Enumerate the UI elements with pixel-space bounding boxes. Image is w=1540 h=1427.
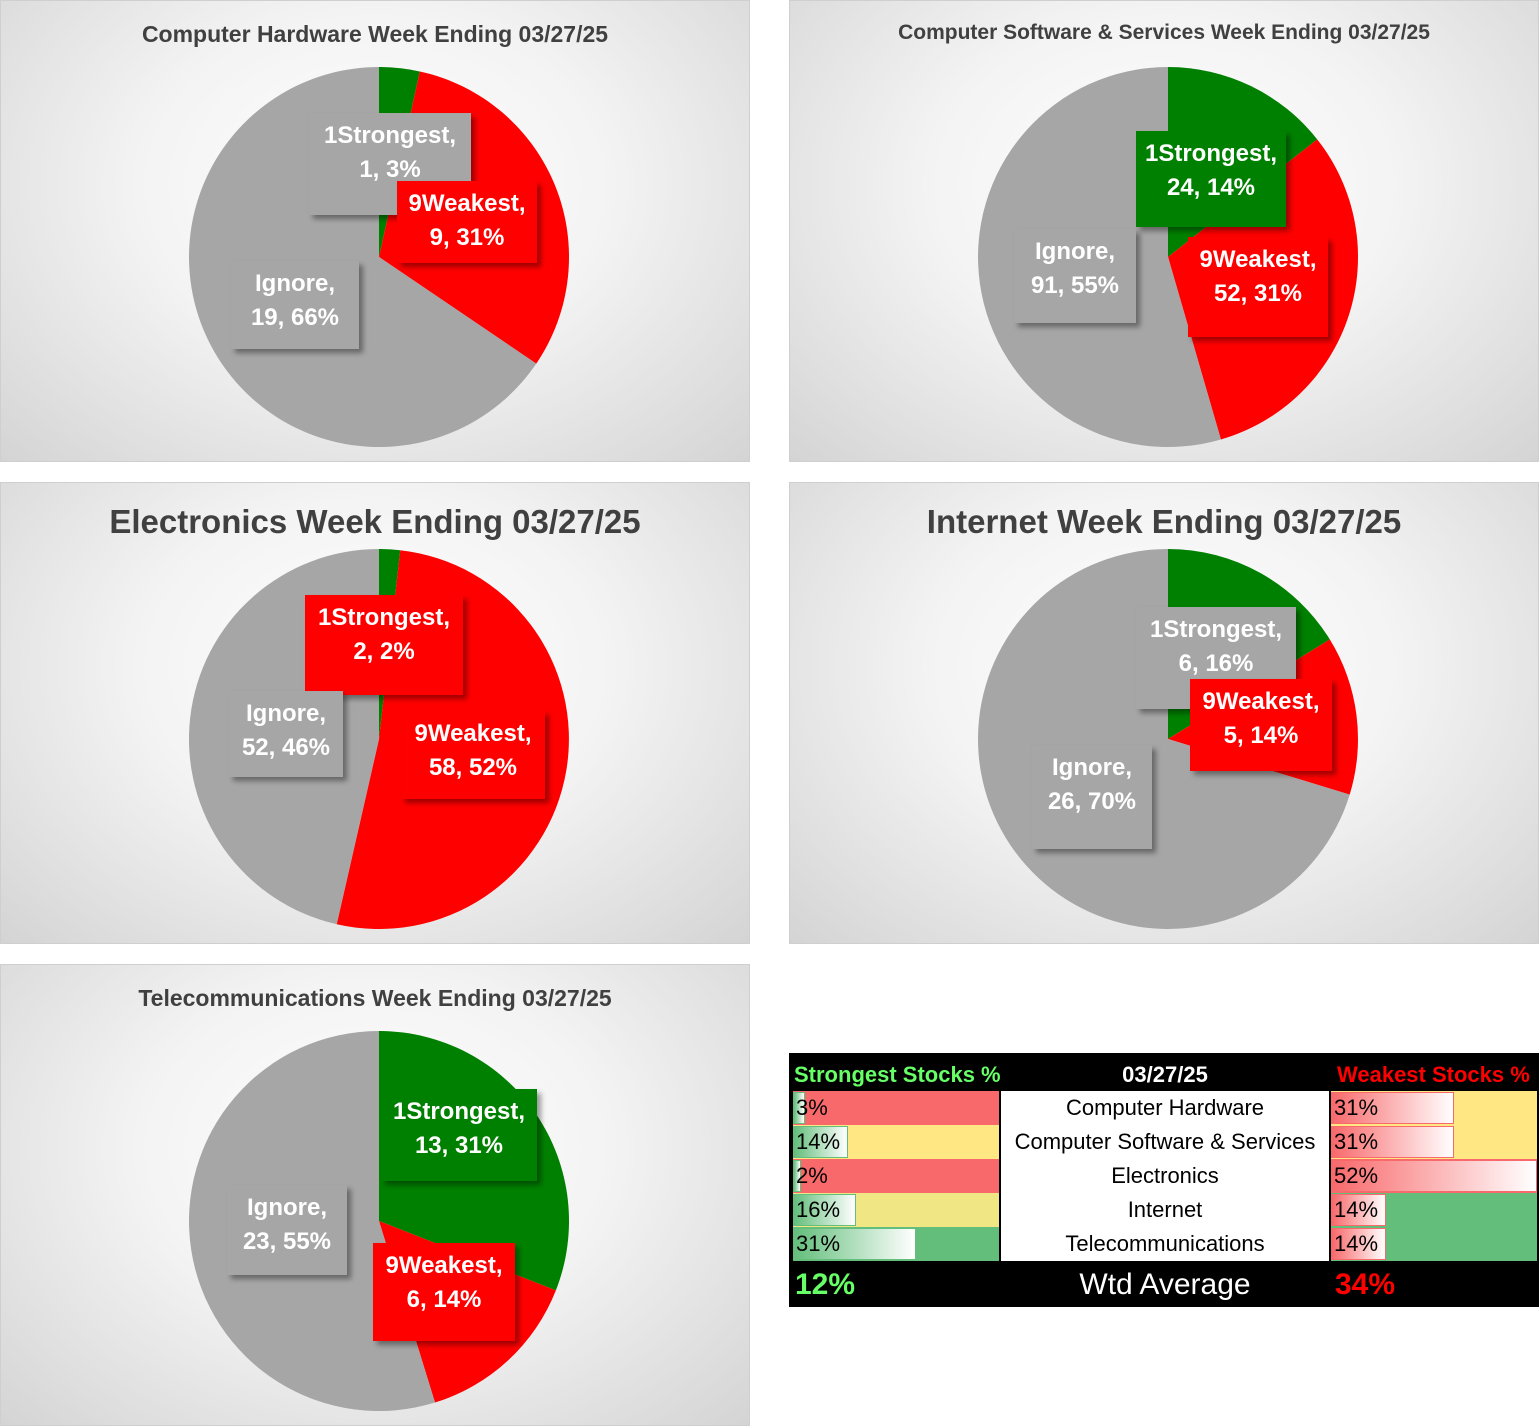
strongest-cell: 16% (793, 1193, 999, 1227)
slice-label-strongest: 1Strongest, 24, 14% (1136, 131, 1286, 227)
strongest-percent: 16% (796, 1197, 841, 1222)
strongest-percent: 31% (796, 1231, 841, 1256)
weakest-cell: 14% (1331, 1227, 1537, 1261)
pie-chart (188, 549, 569, 929)
sector-name: Internet (1001, 1193, 1329, 1227)
wtd-strong-value: 12% (795, 1268, 856, 1301)
strongest-databar (793, 1160, 801, 1192)
pie-panel-internet: Internet Week Ending 03/27/25 1Strongest… (789, 482, 1539, 944)
pie-chart (189, 1031, 570, 1411)
strongest-header: Strongest Stocks % (794, 1062, 1001, 1087)
slice-label-strongest: 1Strongest, 13, 31% (381, 1089, 537, 1181)
pie-panel-telecommunications: Telecommunications Week Ending 03/27/25 … (0, 964, 750, 1426)
wtd-weak-value: 34% (1335, 1268, 1396, 1301)
slice-label-weakest: 9Weakest, 5, 14% (1190, 679, 1332, 771)
sector-name: Computer Hardware (1001, 1091, 1329, 1125)
slice-label-weakest: 9Weakest, 6, 14% (373, 1243, 515, 1341)
pie-chart (977, 549, 1358, 929)
strongest-databar (793, 1194, 856, 1226)
summary-table: Strongest Stocks % 03/27/25 Weakest Stoc… (789, 1053, 1539, 1307)
weakest-cell: 31% (1331, 1091, 1537, 1125)
summary-row: 3% Computer Hardware 31% (791, 1091, 1537, 1125)
chart-title: Internet Week Ending 03/27/25 (926, 503, 1402, 540)
chart-title: Computer Software & Services Week Ending… (898, 21, 1430, 44)
weakest-percent: 14% (1334, 1231, 1379, 1256)
wtd-average-label: Wtd Average (1079, 1268, 1251, 1301)
slice-label-ignore: Ignore, 52, 46% (229, 691, 343, 777)
weakest-cell: 52% (1331, 1159, 1537, 1193)
weakest-databar (1331, 1092, 1454, 1124)
strongest-percent: 14% (796, 1129, 841, 1154)
pie-chart (189, 67, 570, 447)
slice-label-weakest: 9Weakest, 9, 31% (397, 181, 537, 263)
strongest-cell: 14% (793, 1125, 999, 1159)
weakest-databar (1331, 1126, 1454, 1158)
strongest-databar (793, 1228, 916, 1260)
summary-row: 31% Telecommunications 14% (791, 1227, 1537, 1261)
pie-panel-computer-hardware: Computer Hardware Week Ending 03/27/25 1… (0, 0, 750, 462)
strongest-percent: 3% (796, 1095, 828, 1120)
sector-name: Telecommunications (1001, 1227, 1329, 1261)
chart-title: Computer Hardware Week Ending 03/27/25 (141, 21, 609, 47)
weakest-percent: 31% (1334, 1129, 1379, 1154)
chart-title: Electronics Week Ending 03/27/25 (109, 503, 641, 540)
pie-panel-computer-software: Computer Software & Services Week Ending… (789, 0, 1539, 462)
slice-label-ignore: Ignore, 23, 55% (227, 1185, 347, 1275)
strongest-percent: 2% (796, 1163, 828, 1188)
summary-row: 14% Computer Software & Services 31% (791, 1125, 1537, 1159)
slice-label-ignore: Ignore, 26, 70% (1032, 745, 1152, 849)
strongest-cell: 3% (793, 1091, 999, 1125)
weakest-header: Weakest Stocks % (1337, 1062, 1530, 1087)
slice-label-weakest: 9Weakest, 58, 52% (401, 711, 545, 799)
weakest-cell: 31% (1331, 1125, 1537, 1159)
chart-title: Telecommunications Week Ending 03/27/25 (138, 985, 612, 1011)
sector-name: Computer Software & Services (1001, 1125, 1329, 1159)
summary-row: 2% Electronics 52% (791, 1159, 1537, 1193)
weakest-cell: 14% (1331, 1193, 1537, 1227)
weakest-percent: 14% (1334, 1197, 1379, 1222)
sector-name: Electronics (1001, 1159, 1329, 1193)
pie-panel-electronics: Electronics Week Ending 03/27/25 1Strong… (0, 482, 750, 944)
weakest-databar (1331, 1228, 1386, 1260)
slice-label-weakest: 9Weakest, 52, 31% (1188, 237, 1328, 337)
strongest-cell: 2% (793, 1159, 999, 1193)
weakest-databar (1331, 1194, 1386, 1226)
summary-row: 16% Internet 14% (791, 1193, 1537, 1227)
slice-label-strongest: 1Strongest, 2, 2% (305, 595, 463, 695)
strongest-databar (793, 1092, 805, 1124)
weakest-percent: 52% (1334, 1163, 1379, 1188)
strongest-databar (793, 1126, 848, 1158)
slice-label-ignore: Ignore, 19, 66% (231, 261, 359, 349)
date-header: 03/27/25 (1122, 1062, 1208, 1087)
weakest-databar (1331, 1160, 1537, 1192)
strongest-cell: 31% (793, 1227, 999, 1261)
weakest-percent: 31% (1334, 1095, 1379, 1120)
pie-slice-ignore (189, 67, 537, 447)
slice-label-ignore: Ignore, 91, 55% (1014, 229, 1136, 323)
pie-chart (978, 67, 1358, 447)
